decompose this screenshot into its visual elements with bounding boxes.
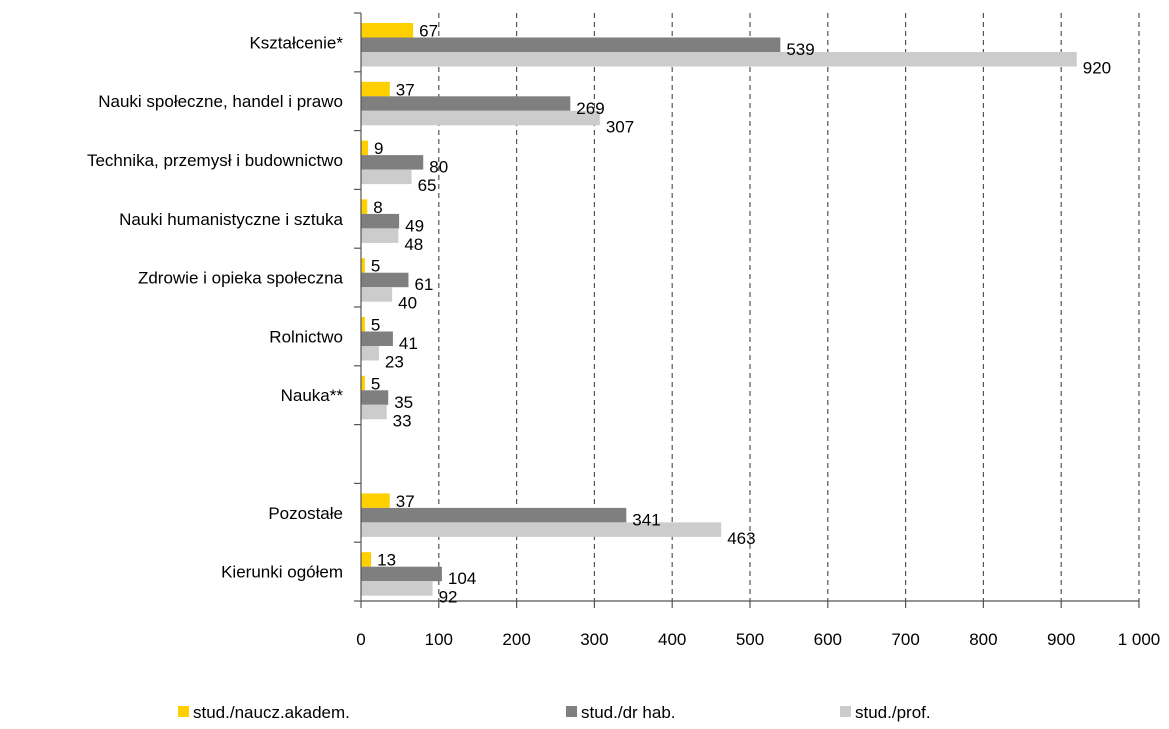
data-label: 539 — [786, 40, 814, 59]
bar — [361, 81, 390, 97]
bar — [361, 566, 442, 582]
bars — [361, 23, 1077, 596]
data-label: 104 — [448, 569, 476, 588]
data-label: 23 — [385, 353, 404, 372]
category-label: Kierunki ogółem — [221, 563, 343, 582]
data-label: 80 — [429, 158, 448, 177]
category-label: Pozostałe — [268, 504, 343, 523]
bar — [361, 375, 365, 391]
bar — [361, 287, 393, 302]
gridlines — [438, 13, 1140, 601]
bar — [361, 331, 393, 346]
bar — [361, 213, 400, 229]
bar — [361, 404, 387, 420]
bar — [361, 390, 389, 405]
bar — [361, 522, 722, 537]
x-tick-label: 100 — [425, 630, 453, 649]
data-label: 67 — [419, 22, 438, 41]
legend-swatch — [178, 706, 189, 717]
legend-label: stud./prof. — [855, 703, 931, 722]
bar — [361, 552, 372, 567]
category-label: Nauki społeczne, handel i prawo — [98, 92, 343, 111]
x-tick-label: 300 — [580, 630, 608, 649]
bar — [361, 169, 412, 185]
data-label: 5 — [371, 316, 380, 335]
legend-swatch — [566, 706, 577, 717]
data-label: 8 — [373, 198, 382, 217]
data-label: 5 — [371, 257, 380, 276]
legend-label: stud./naucz.akadem. — [193, 703, 350, 722]
x-tick-label: 800 — [969, 630, 997, 649]
bar — [361, 581, 433, 596]
data-label: 463 — [727, 529, 755, 548]
bar — [361, 272, 409, 288]
x-tick-label: 0 — [356, 630, 365, 649]
legend: stud./naucz.akadem. stud./dr hab. stud./pr… — [178, 703, 931, 722]
data-label: 65 — [418, 176, 437, 195]
category-label: Nauka** — [281, 386, 344, 405]
bar — [361, 110, 600, 126]
data-label: 40 — [398, 294, 417, 313]
bar — [361, 155, 424, 170]
category-label: Kształcenie* — [249, 33, 343, 52]
category-label: Zdrowie i opieka społeczna — [138, 269, 344, 288]
bar — [361, 228, 399, 243]
data-label: 341 — [632, 510, 660, 529]
data-label: 37 — [396, 80, 415, 99]
bar — [361, 317, 365, 332]
data-label: 269 — [576, 99, 604, 118]
x-tick-label: 600 — [814, 630, 842, 649]
bar — [361, 199, 368, 214]
data-label: 13 — [377, 551, 396, 570]
data-label: 33 — [393, 411, 412, 430]
bar — [361, 96, 571, 111]
x-tick-label: 500 — [736, 630, 764, 649]
bar — [361, 37, 781, 52]
x-tick-label: 200 — [502, 630, 530, 649]
bar — [361, 346, 379, 361]
data-label: 92 — [439, 588, 458, 607]
data-label: 37 — [396, 492, 415, 511]
x-tick-label: 400 — [658, 630, 686, 649]
bar — [361, 507, 627, 523]
category-label: Technika, przemysł i budownictwo — [87, 151, 343, 170]
data-label: 5 — [371, 374, 380, 393]
x-tick-label: 900 — [1047, 630, 1075, 649]
bar — [361, 52, 1077, 67]
legend-swatch — [840, 706, 851, 717]
bar — [361, 23, 414, 38]
data-label: 49 — [405, 216, 424, 235]
axes — [354, 12, 1140, 608]
bar — [361, 140, 369, 156]
x-tick-label: 1 000 — [1118, 630, 1161, 649]
data-label: 9 — [374, 139, 383, 158]
data-label: 920 — [1083, 59, 1111, 78]
data-label: 48 — [404, 235, 423, 254]
legend-label: stud./dr hab. — [581, 703, 676, 722]
x-tick-label: 700 — [891, 630, 919, 649]
data-label: 35 — [394, 393, 413, 412]
data-label: 307 — [606, 117, 634, 136]
bar — [361, 258, 365, 273]
category-label: Nauki humanistyczne i sztuka — [119, 210, 343, 229]
category-label: Rolnictwo — [269, 327, 343, 346]
bar — [361, 493, 390, 508]
data-label: 41 — [399, 334, 418, 353]
data-label: 61 — [414, 275, 433, 294]
